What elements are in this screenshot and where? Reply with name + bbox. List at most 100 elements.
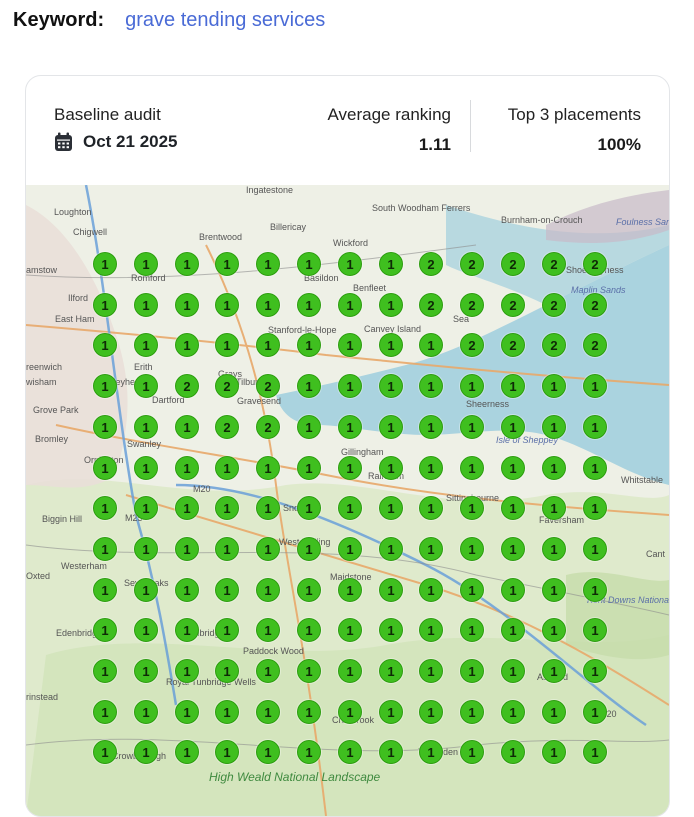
rank-pin[interactable]: 1 (338, 537, 362, 561)
rank-pin[interactable]: 2 (583, 293, 607, 317)
rank-pin[interactable]: 2 (583, 333, 607, 357)
rank-pin[interactable]: 1 (460, 496, 484, 520)
rank-pin[interactable]: 1 (501, 537, 525, 561)
rank-pin[interactable]: 1 (542, 659, 566, 683)
rank-pin[interactable]: 1 (256, 456, 280, 480)
rank-pin[interactable]: 1 (460, 456, 484, 480)
rank-pin[interactable]: 2 (501, 333, 525, 357)
rank-pin[interactable]: 1 (419, 537, 443, 561)
rank-pin[interactable]: 1 (460, 537, 484, 561)
rank-pin[interactable]: 1 (256, 618, 280, 642)
rank-pin[interactable]: 2 (419, 252, 443, 276)
rank-pin[interactable]: 1 (583, 537, 607, 561)
rank-pin[interactable]: 1 (338, 578, 362, 602)
rank-pin[interactable]: 1 (419, 333, 443, 357)
rank-pin[interactable]: 1 (175, 659, 199, 683)
keyword-value[interactable]: grave tending services (125, 8, 326, 31)
rank-pin[interactable]: 1 (338, 293, 362, 317)
rank-pin[interactable]: 1 (501, 374, 525, 398)
rank-pin[interactable]: 1 (297, 700, 321, 724)
rank-pin[interactable]: 1 (460, 374, 484, 398)
rank-pin[interactable]: 2 (501, 293, 525, 317)
rank-pin[interactable]: 2 (501, 252, 525, 276)
rank-pin[interactable]: 1 (256, 537, 280, 561)
rank-pin[interactable]: 1 (297, 374, 321, 398)
rank-pin[interactable]: 1 (542, 700, 566, 724)
rank-pin[interactable]: 1 (379, 293, 403, 317)
rank-pin[interactable]: 1 (338, 456, 362, 480)
rank-pin[interactable]: 2 (175, 374, 199, 398)
rank-pin[interactable]: 1 (379, 659, 403, 683)
rank-pin[interactable]: 1 (134, 456, 158, 480)
rank-pin[interactable]: 1 (379, 537, 403, 561)
rank-pin[interactable]: 1 (134, 415, 158, 439)
rank-pin[interactable]: 1 (215, 618, 239, 642)
rank-pin[interactable]: 1 (583, 659, 607, 683)
rank-pin[interactable]: 1 (583, 578, 607, 602)
rank-pin[interactable]: 1 (379, 252, 403, 276)
rank-pin[interactable]: 1 (338, 618, 362, 642)
rank-pin[interactable]: 1 (583, 496, 607, 520)
rank-pin[interactable]: 1 (338, 496, 362, 520)
rank-pin[interactable]: 1 (175, 456, 199, 480)
rank-pin[interactable]: 2 (460, 293, 484, 317)
rank-pin[interactable]: 1 (501, 415, 525, 439)
rank-pin[interactable]: 2 (460, 333, 484, 357)
rank-pin[interactable]: 1 (215, 456, 239, 480)
rank-pin[interactable]: 1 (134, 740, 158, 764)
rank-pin[interactable]: 1 (542, 456, 566, 480)
rank-pin[interactable]: 1 (379, 333, 403, 357)
rank-pin[interactable]: 1 (379, 456, 403, 480)
rank-pin[interactable]: 1 (175, 415, 199, 439)
rank-pin[interactable]: 2 (419, 293, 443, 317)
rank-pin[interactable]: 2 (542, 333, 566, 357)
rank-pin[interactable]: 1 (460, 700, 484, 724)
rank-pin[interactable]: 1 (93, 252, 117, 276)
rank-pin[interactable]: 1 (256, 700, 280, 724)
rank-pin[interactable]: 1 (93, 333, 117, 357)
rank-pin[interactable]: 1 (215, 252, 239, 276)
rank-pin[interactable]: 2 (256, 415, 280, 439)
rank-pin[interactable]: 1 (460, 659, 484, 683)
rank-pin[interactable]: 1 (256, 252, 280, 276)
rank-pin[interactable]: 1 (379, 578, 403, 602)
rank-pin[interactable]: 1 (297, 293, 321, 317)
rank-pin[interactable]: 1 (419, 700, 443, 724)
rank-pin[interactable]: 1 (338, 415, 362, 439)
rank-pin[interactable]: 1 (175, 578, 199, 602)
rank-pin[interactable]: 1 (93, 537, 117, 561)
rank-pin[interactable]: 1 (256, 659, 280, 683)
rank-pin[interactable]: 1 (215, 333, 239, 357)
rank-pin[interactable]: 1 (297, 578, 321, 602)
rank-pin[interactable]: 1 (542, 415, 566, 439)
rank-pin[interactable]: 1 (338, 659, 362, 683)
rank-pin[interactable]: 1 (93, 415, 117, 439)
rank-pin[interactable]: 1 (338, 252, 362, 276)
rank-pin[interactable]: 1 (175, 740, 199, 764)
rank-pin[interactable]: 1 (297, 333, 321, 357)
rank-pin[interactable]: 2 (542, 252, 566, 276)
rank-pin[interactable]: 2 (542, 293, 566, 317)
rank-pin[interactable]: 1 (297, 496, 321, 520)
rank-pin[interactable]: 1 (419, 618, 443, 642)
rank-pin[interactable]: 1 (297, 537, 321, 561)
rank-pin[interactable]: 1 (542, 496, 566, 520)
rank-pin[interactable]: 1 (501, 578, 525, 602)
rank-pin[interactable]: 2 (583, 252, 607, 276)
rank-pin[interactable]: 1 (93, 293, 117, 317)
rank-pin[interactable]: 1 (256, 496, 280, 520)
rank-pin[interactable]: 1 (338, 333, 362, 357)
rank-pin[interactable]: 1 (215, 659, 239, 683)
rank-pin[interactable]: 1 (583, 456, 607, 480)
rank-pin[interactable]: 1 (134, 578, 158, 602)
rank-pin[interactable]: 1 (297, 252, 321, 276)
rank-pin[interactable]: 1 (93, 700, 117, 724)
rank-pin[interactable]: 1 (175, 496, 199, 520)
rank-pin[interactable]: 1 (256, 293, 280, 317)
rank-pin[interactable]: 1 (501, 496, 525, 520)
rank-pin[interactable]: 1 (419, 578, 443, 602)
rank-pin[interactable]: 1 (501, 456, 525, 480)
rank-pin[interactable]: 1 (93, 496, 117, 520)
rank-pin[interactable]: 1 (338, 740, 362, 764)
rank-pin[interactable]: 1 (215, 740, 239, 764)
